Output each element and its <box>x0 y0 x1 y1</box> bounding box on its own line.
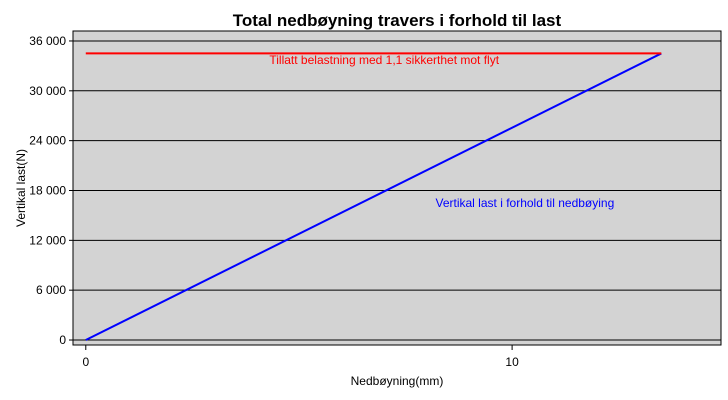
y-axis-label: Vertikal last(N) <box>14 149 28 227</box>
x-tick-label: 10 <box>505 355 519 369</box>
y-tick-label: 12 000 <box>29 233 66 247</box>
gridlines <box>73 40 721 341</box>
y-tick-label: 36 000 <box>29 34 66 48</box>
y-tick-label: 30 000 <box>29 84 66 98</box>
y-axis-ticks: 0 6 000 12 000 18 000 24 000 30 000 36 000 <box>29 34 73 347</box>
y-tick-label: 0 <box>59 333 66 347</box>
x-axis-ticks: 0 10 <box>73 344 721 369</box>
annotation-label-1: Tillatt belastning med 1,1 sikkerthet mo… <box>269 53 499 67</box>
series-line-1 <box>85 52 662 341</box>
y-tick-label: 6 000 <box>36 283 66 297</box>
y-tick-label: 18 000 <box>29 183 66 197</box>
x-axis-label: Nedbøyning(mm) <box>351 374 444 388</box>
y-tick-label: 24 000 <box>29 134 66 148</box>
series-layer <box>85 52 662 341</box>
annotation-label-2: Vertikal last i forhold til nedbøying <box>436 196 615 210</box>
x-tick-label: 0 <box>82 355 89 369</box>
chart-title: Total nedbøyning travers i forhold til l… <box>233 11 562 30</box>
annotations: Tillatt belastning med 1,1 sikkerthet mo… <box>269 53 614 210</box>
